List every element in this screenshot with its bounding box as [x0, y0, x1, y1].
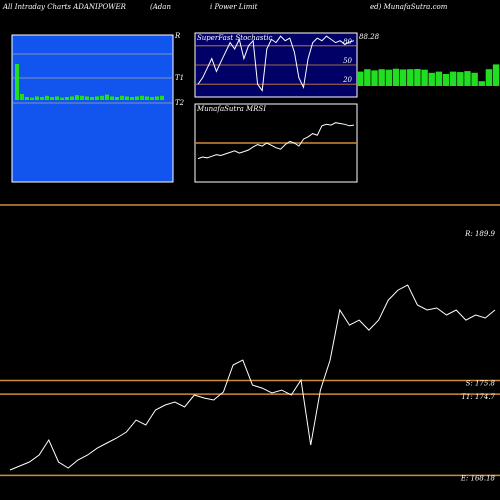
- mini-bar: [85, 96, 89, 100]
- mini-bar: [140, 95, 144, 100]
- mini-bar: [115, 97, 119, 100]
- mini-label: T2: [175, 99, 185, 107]
- mini-bar: [100, 95, 104, 100]
- mini-label: R: [174, 32, 181, 40]
- stoch-line: [197, 35, 355, 92]
- mini-bar: [45, 95, 49, 100]
- mini-bar: [75, 95, 79, 100]
- mini-bar: [130, 97, 134, 100]
- price-line: [9, 284, 496, 471]
- mini-bar: [125, 96, 129, 100]
- mini-bar: [70, 96, 74, 100]
- header-middle: (Adan: [150, 3, 171, 11]
- mini-bar: [105, 94, 109, 100]
- volume-bar: [399, 69, 407, 86]
- header-middle: i Power Limit: [210, 3, 258, 11]
- y-tick-label: 50: [343, 57, 352, 65]
- mini-bar: [80, 95, 84, 100]
- value-label: 88.28: [359, 33, 380, 41]
- volume-bar: [435, 71, 443, 86]
- panel-title: SuperFast Stochastic: [197, 34, 273, 42]
- mini-bar: [145, 96, 149, 100]
- mini-bar: [150, 97, 154, 100]
- mini-bar: [40, 97, 44, 100]
- mrsi-line: [197, 122, 355, 160]
- volume-bar: [385, 69, 393, 86]
- volume-bar: [464, 71, 471, 86]
- mini-bar: [135, 96, 139, 100]
- volume-bar: [449, 71, 457, 86]
- volume-bar: [478, 81, 485, 86]
- mini-bar: [50, 97, 54, 100]
- mini-bar: [55, 96, 59, 100]
- volume-bar: [371, 70, 378, 86]
- mini-bar: [120, 95, 124, 100]
- mini-bar: [25, 97, 29, 100]
- mini-bar: [155, 96, 159, 100]
- y-tick-label: 20: [342, 76, 352, 84]
- header-right: ed) MunafaSutra.com: [370, 3, 448, 11]
- mini-bar: [110, 96, 114, 100]
- mini-bar: [65, 97, 69, 100]
- mini-panel: [11, 34, 174, 183]
- volume-bar: [471, 72, 478, 86]
- y-tick-label: 80: [343, 38, 352, 46]
- header-left: All Intraday Charts ADANIPOWER: [2, 3, 127, 11]
- volume-bar: [492, 64, 500, 86]
- volume-bar: [457, 72, 464, 86]
- volume-bar: [442, 74, 450, 86]
- mini-bar: [60, 97, 64, 100]
- level-label: E: 168.18: [460, 474, 496, 482]
- mini-bar: [15, 64, 19, 100]
- volume-bar: [378, 69, 385, 86]
- mini-bar: [30, 97, 34, 100]
- mini-bar: [90, 97, 94, 100]
- volume-bar: [485, 69, 493, 86]
- volume-bar: [392, 68, 400, 86]
- panel-title: MunafaSutra MRSI: [196, 105, 266, 113]
- mini-label: T1: [175, 74, 184, 82]
- mini-bar: [160, 95, 164, 100]
- volume-bar: [407, 69, 414, 86]
- volume-bar: [364, 69, 371, 86]
- mini-bar: [95, 96, 99, 100]
- level-label: R: 189.9: [464, 230, 495, 238]
- level-label: T1: 174.7: [461, 393, 495, 401]
- level-label: S: 175.8: [466, 379, 496, 387]
- volume-bar: [357, 71, 364, 86]
- volume-bar: [421, 69, 428, 86]
- mini-bar: [20, 94, 24, 100]
- volume-bar: [414, 68, 421, 86]
- mini-bar: [35, 96, 39, 100]
- volume-bar: [428, 72, 435, 86]
